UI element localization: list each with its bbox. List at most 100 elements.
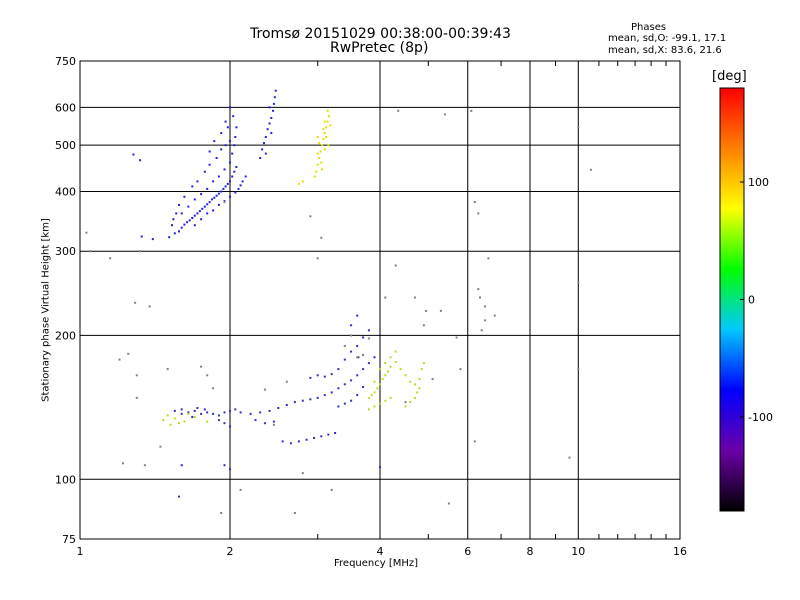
data-point bbox=[327, 433, 330, 436]
data-point bbox=[334, 432, 337, 434]
data-point bbox=[473, 440, 476, 443]
data-point bbox=[420, 368, 423, 371]
data-point bbox=[212, 412, 215, 415]
data-point bbox=[325, 126, 328, 129]
data-point bbox=[484, 319, 487, 322]
data-point bbox=[367, 362, 370, 365]
data-point bbox=[323, 132, 326, 135]
data-point bbox=[343, 358, 346, 361]
data-point bbox=[466, 482, 469, 485]
data-point bbox=[301, 180, 304, 183]
data-point bbox=[139, 250, 142, 253]
data-point bbox=[223, 168, 226, 171]
data-point bbox=[330, 373, 333, 376]
data-point bbox=[223, 422, 226, 425]
data-point bbox=[320, 435, 323, 438]
data-point bbox=[323, 148, 326, 151]
data-point bbox=[316, 396, 319, 399]
data-point bbox=[215, 194, 218, 197]
data-point bbox=[232, 115, 235, 118]
data-point bbox=[289, 442, 292, 445]
y-tick-label: 500 bbox=[55, 139, 76, 152]
data-point bbox=[217, 414, 220, 417]
data-point bbox=[329, 124, 332, 127]
data-point bbox=[200, 218, 203, 221]
data-point bbox=[132, 153, 135, 156]
data-point bbox=[309, 398, 312, 401]
y-tick-label: 400 bbox=[55, 185, 76, 198]
stats-x-mode: mean, sd,X: 83.6, 21.6 bbox=[608, 45, 722, 56]
data-point bbox=[285, 404, 288, 406]
data-point bbox=[350, 324, 353, 327]
data-point bbox=[175, 212, 178, 215]
data-point bbox=[326, 120, 329, 123]
data-point bbox=[220, 512, 223, 514]
data-point bbox=[222, 187, 225, 190]
data-point bbox=[285, 380, 288, 383]
data-point bbox=[313, 437, 316, 439]
data-point bbox=[268, 409, 271, 412]
x-tick-label: 6 bbox=[464, 545, 471, 558]
data-point bbox=[357, 356, 360, 359]
data-point bbox=[568, 456, 571, 459]
plot-frame bbox=[79, 60, 681, 540]
data-point bbox=[186, 221, 189, 224]
data-point bbox=[293, 512, 296, 514]
data-point bbox=[200, 193, 203, 196]
data-point bbox=[484, 305, 487, 308]
data-point bbox=[206, 187, 209, 190]
data-point bbox=[168, 236, 171, 239]
x-tick-label: 2 bbox=[227, 545, 234, 558]
data-point bbox=[208, 163, 211, 166]
x-tick-label: 10 bbox=[571, 545, 585, 558]
data-point bbox=[272, 102, 275, 105]
data-point bbox=[196, 407, 199, 409]
data-point bbox=[200, 365, 203, 368]
data-point bbox=[479, 296, 481, 299]
data-point bbox=[270, 117, 273, 119]
data-point bbox=[316, 152, 319, 155]
data-point bbox=[389, 356, 392, 359]
data-point bbox=[109, 257, 112, 260]
data-point bbox=[480, 329, 483, 332]
data-point bbox=[367, 337, 370, 340]
data-point bbox=[343, 402, 346, 405]
data-point bbox=[148, 305, 151, 308]
data-point bbox=[212, 209, 215, 212]
data-point bbox=[196, 212, 199, 215]
data-point bbox=[201, 207, 204, 210]
data-point bbox=[237, 187, 240, 190]
data-point bbox=[327, 144, 330, 147]
data-point bbox=[272, 420, 275, 423]
data-point bbox=[213, 196, 216, 199]
data-point bbox=[323, 394, 326, 397]
x-tick-label: 4 bbox=[377, 545, 384, 558]
data-point bbox=[316, 136, 319, 138]
stats-o-mode: mean, sd,O: -99.1, 17.1 bbox=[608, 33, 727, 44]
data-point bbox=[301, 472, 304, 475]
data-point bbox=[229, 161, 231, 164]
data-point bbox=[231, 152, 234, 155]
data-point bbox=[224, 120, 227, 123]
data-point bbox=[394, 360, 397, 363]
data-point bbox=[343, 383, 346, 386]
data-point bbox=[384, 362, 387, 365]
y-tick-label: 300 bbox=[55, 245, 76, 258]
data-point bbox=[241, 180, 244, 183]
data-point bbox=[313, 175, 316, 178]
data-point bbox=[323, 120, 326, 123]
chart-subtitle: RwPretec (8p) bbox=[330, 40, 429, 56]
data-point bbox=[367, 329, 370, 332]
data-point bbox=[422, 362, 425, 365]
data-point bbox=[223, 464, 226, 467]
data-point bbox=[379, 383, 381, 386]
data-point bbox=[187, 205, 190, 208]
data-point bbox=[193, 416, 196, 418]
data-point bbox=[367, 396, 370, 399]
data-point bbox=[183, 420, 186, 423]
data-point bbox=[305, 438, 308, 441]
data-point bbox=[322, 138, 325, 140]
data-point bbox=[162, 419, 165, 422]
data-point bbox=[217, 419, 220, 422]
